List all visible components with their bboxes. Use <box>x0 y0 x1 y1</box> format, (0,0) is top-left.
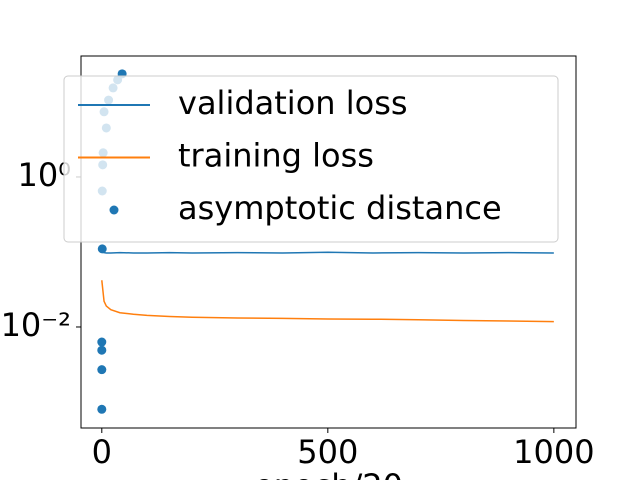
legend-box <box>63 75 559 243</box>
x-tick-label: 0 <box>92 433 112 471</box>
x-tick-label: 1000 <box>513 433 594 471</box>
y-tick-label: 10⁰ <box>17 156 71 194</box>
scatter-point <box>97 365 107 375</box>
y-tick-label: 10⁻² <box>1 306 71 344</box>
legend-label: asymptotic distance <box>178 189 502 227</box>
scatter-point <box>97 244 107 254</box>
scatter-point <box>97 345 107 355</box>
legend-label: validation loss <box>178 84 408 122</box>
legend-label: training loss <box>178 137 374 175</box>
scatter-point <box>97 337 107 347</box>
series-line <box>101 251 554 254</box>
legend-marker <box>109 205 119 215</box>
scatter-point <box>97 404 107 414</box>
x-tick-label: 500 <box>297 433 358 471</box>
series-line <box>101 280 554 323</box>
x-axis-label: epoch/20 <box>254 467 403 480</box>
